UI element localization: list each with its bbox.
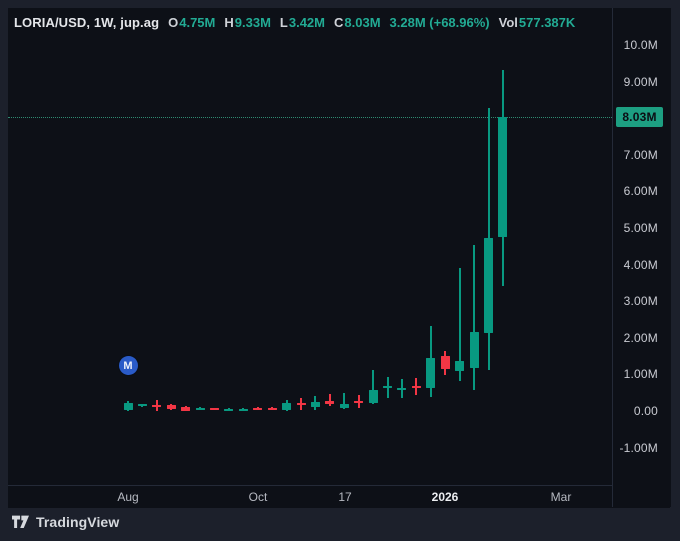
- candle-wick: [415, 378, 418, 395]
- price-tick-label: 7.00M: [623, 147, 658, 162]
- last-price-badge: 8.03M: [616, 107, 663, 128]
- chart-panel: LORIA/USD, 1W, jup.ag O 4.75M H 9.33M L …: [8, 8, 671, 508]
- candle-wick: [343, 393, 346, 409]
- candle-body: [484, 237, 493, 334]
- candle-body: [282, 402, 292, 410]
- candlestick-chart-area[interactable]: M: [8, 8, 612, 485]
- candle-wick: [372, 370, 375, 404]
- candle-body: [325, 401, 335, 405]
- high-label: H: [224, 15, 234, 30]
- tradingview-logo-icon: [12, 515, 29, 528]
- change-value: 3.28M (+68.96%): [389, 15, 490, 30]
- candle-body: [354, 401, 364, 404]
- candle-body: [137, 404, 147, 407]
- close-value: 8.03M: [344, 15, 381, 30]
- candle-body: [339, 404, 349, 409]
- candle-wick: [458, 267, 461, 381]
- legend-close: C 8.03M: [334, 14, 381, 32]
- price-axis[interactable]: 8.03M 10.0M 9.00M 7.00M 6.00M 5.00M 4.00M 3.00…: [612, 8, 671, 507]
- legend-high: H 9.33M: [224, 14, 271, 32]
- open-value: 4.75M: [179, 15, 216, 30]
- high-value: 9.33M: [234, 15, 271, 30]
- event-marker-label: M: [123, 359, 133, 372]
- price-tick-label: 9.00M: [623, 74, 658, 89]
- price-tick-label: 3.00M: [623, 294, 658, 309]
- last-price-dotted-line: [8, 117, 612, 119]
- candle-body: [253, 407, 263, 410]
- low-value: 3.42M: [288, 15, 325, 30]
- price-tick-label: 2.00M: [623, 330, 658, 345]
- close-label: C: [334, 15, 344, 30]
- legend-open: O 4.75M: [168, 14, 215, 32]
- candle-body: [426, 357, 436, 388]
- candle-body: [267, 407, 277, 410]
- candle-body: [123, 402, 133, 411]
- candle-body: [383, 386, 393, 389]
- price-tick-label: 10.0M: [623, 38, 658, 52]
- candle-body: [166, 405, 176, 410]
- candle-body: [210, 408, 220, 411]
- candle-body: [310, 401, 320, 407]
- candle-body: [411, 386, 421, 389]
- candle-body: [368, 390, 378, 403]
- time-tick-label: Aug: [117, 490, 139, 504]
- legend-volume: Vol 577.387K: [499, 14, 576, 32]
- time-tick-label: 2026: [431, 490, 459, 504]
- price-tick-label: 1.00M: [623, 367, 658, 382]
- open-label: O: [168, 15, 179, 30]
- time-tick-label: Mar: [550, 490, 572, 504]
- volume-label: Vol: [498, 15, 518, 30]
- price-tick-label: 4.00M: [623, 257, 658, 272]
- time-axis[interactable]: Aug Oct 17 2026 Mar: [8, 485, 670, 508]
- candle-wick: [328, 394, 331, 406]
- tradingview-attribution[interactable]: TradingView: [12, 514, 119, 530]
- symbol-legend: LORIA/USD, 1W, jup.ag O 4.75M H 9.33M L …: [14, 14, 575, 32]
- price-tick-label: 0.00: [633, 404, 658, 418]
- event-marker-m[interactable]: M: [118, 356, 138, 375]
- candle-wick: [473, 244, 476, 391]
- candle-body: [238, 408, 248, 411]
- candle-body: [440, 356, 450, 369]
- time-tick-label: Oct: [248, 490, 268, 504]
- volume-value: 577.387K: [518, 15, 576, 30]
- candle-body: [296, 403, 306, 406]
- tradingview-wordmark: TradingView: [36, 514, 120, 530]
- candle-body: [181, 406, 191, 411]
- candle-body: [455, 360, 465, 372]
- price-tick-label: 5.00M: [623, 221, 658, 235]
- symbol-title: LORIA/USD, 1W, jup.ag: [14, 15, 160, 30]
- time-tick-label: 17: [338, 490, 352, 504]
- candle-body: [397, 387, 407, 390]
- low-label: L: [279, 15, 288, 30]
- candle-body: [469, 331, 479, 369]
- legend-low: L 3.42M: [280, 14, 325, 32]
- price-tick-label: 6.00M: [623, 184, 658, 199]
- candle-body: [152, 405, 162, 408]
- price-tick-label: -1.00M: [619, 440, 658, 455]
- candle-body: [498, 117, 508, 238]
- candle-body: [224, 408, 234, 411]
- candle-body: [195, 407, 205, 410]
